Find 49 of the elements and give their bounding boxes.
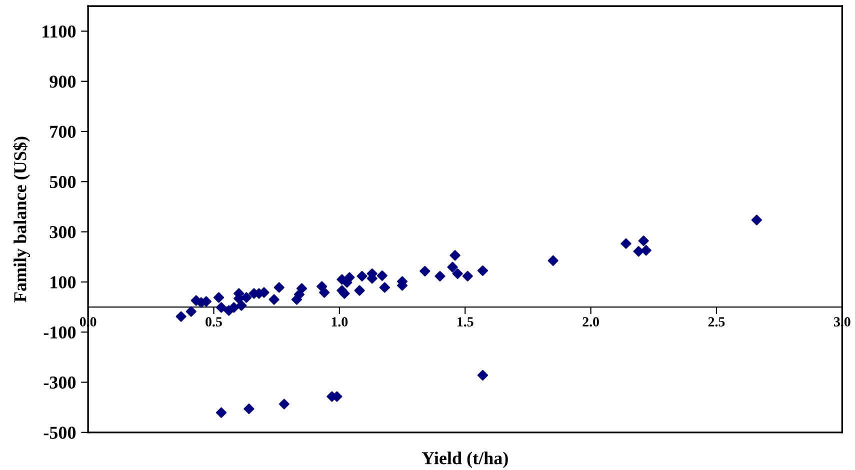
x-tick-label: 0.5: [206, 317, 222, 327]
y-tick-label: 900: [50, 76, 76, 88]
point: [296, 283, 308, 294]
point: [186, 306, 196, 317]
point: [344, 272, 355, 283]
point: [434, 270, 446, 282]
point: [241, 292, 252, 303]
point: [640, 245, 652, 256]
y-tick-label: 700: [50, 126, 76, 138]
y-tick-label: 1100: [42, 25, 76, 38]
point: [751, 214, 762, 226]
y-tick-label: -500: [44, 426, 76, 439]
point: [620, 238, 632, 249]
y-tick-label: 500: [50, 176, 76, 188]
x-tick-label: 1.0: [332, 317, 348, 327]
x-tick-label: 1.5: [458, 317, 474, 327]
point: [216, 302, 227, 313]
y-tick-label: 100: [50, 276, 76, 288]
point: [548, 255, 558, 266]
point: [477, 265, 488, 276]
point: [216, 407, 227, 418]
point: [420, 266, 430, 276]
point: [356, 270, 368, 282]
point: [278, 398, 290, 410]
point: [236, 300, 247, 311]
point: [274, 282, 284, 293]
point: [447, 262, 458, 272]
point: [376, 270, 388, 281]
y-tick-label: -100: [44, 326, 76, 339]
y-axis-title: Family balance (US$): [13, 136, 30, 302]
point: [176, 311, 186, 322]
point: [452, 268, 463, 279]
point: [379, 282, 390, 293]
point: [213, 292, 224, 303]
y-tick-label: -300: [44, 376, 76, 389]
point: [268, 294, 280, 305]
point: [633, 246, 644, 257]
x-tick-label: 2.5: [708, 317, 725, 327]
point: [638, 236, 649, 246]
point: [450, 250, 460, 261]
point: [462, 270, 473, 282]
x-tick-label: 2.0: [582, 317, 599, 327]
point: [244, 404, 254, 414]
y-tick-label: 300: [50, 226, 76, 238]
point: [319, 287, 330, 298]
point: [228, 302, 240, 313]
point: [354, 285, 365, 296]
point: [477, 370, 488, 381]
x-axis-title: Yield (t/ha): [422, 452, 508, 468]
